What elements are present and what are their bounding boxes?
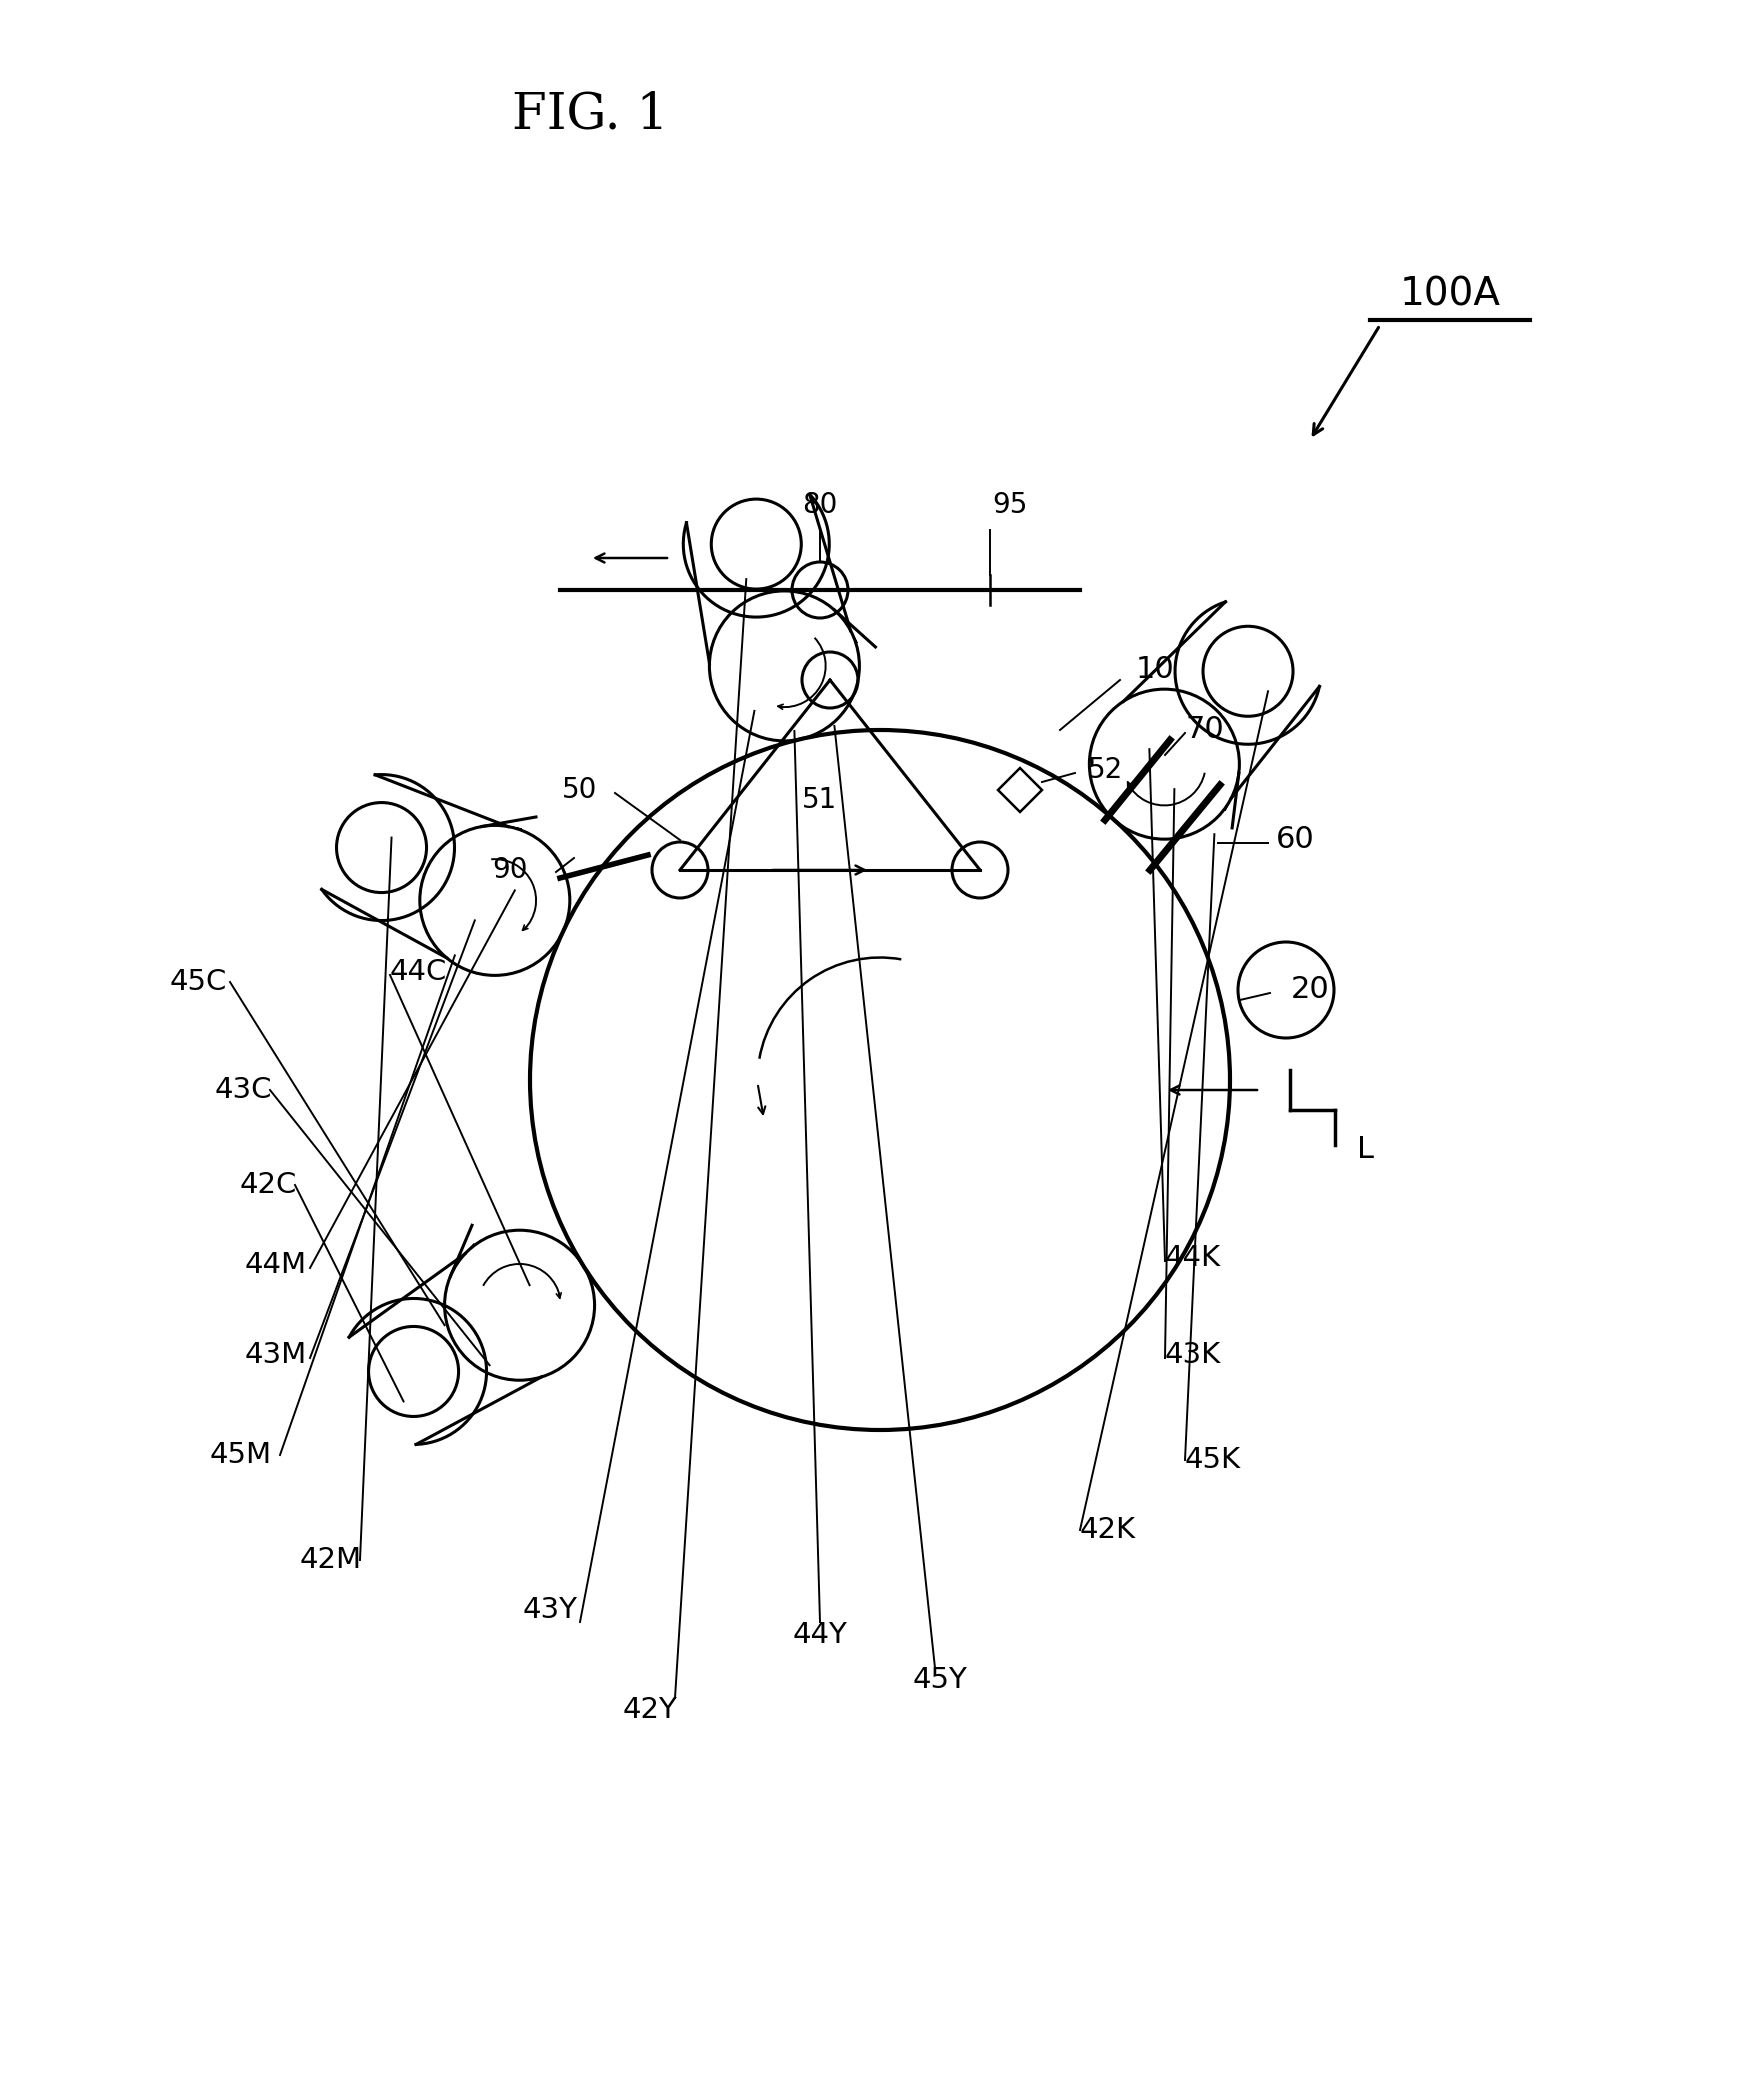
Text: 43Y: 43Y	[523, 1597, 577, 1624]
Text: 43M: 43M	[245, 1341, 308, 1370]
Text: 51: 51	[803, 787, 838, 814]
Text: 42M: 42M	[299, 1546, 363, 1574]
Text: 45K: 45K	[1184, 1446, 1241, 1475]
Text: 100A: 100A	[1399, 277, 1501, 315]
Text: 42C: 42C	[239, 1171, 297, 1198]
Text: 95: 95	[993, 491, 1028, 518]
Text: 52: 52	[1088, 755, 1123, 785]
Text: FIG. 1: FIG. 1	[512, 90, 669, 141]
Text: 45C: 45C	[171, 967, 227, 997]
Text: 44Y: 44Y	[792, 1622, 847, 1649]
Text: 44C: 44C	[391, 959, 447, 986]
Text: 45Y: 45Y	[913, 1666, 968, 1693]
Polygon shape	[456, 1244, 473, 1265]
Text: 90: 90	[493, 856, 528, 883]
Text: 45M: 45M	[209, 1441, 273, 1469]
Text: 43K: 43K	[1165, 1341, 1221, 1370]
Text: 50: 50	[561, 776, 598, 804]
Text: 42Y: 42Y	[623, 1695, 678, 1725]
Text: 44K: 44K	[1165, 1244, 1221, 1271]
Text: 80: 80	[803, 491, 838, 518]
Polygon shape	[1225, 787, 1237, 810]
Text: 43C: 43C	[215, 1076, 273, 1104]
Text: 70: 70	[1186, 715, 1225, 745]
Text: 20: 20	[1290, 976, 1329, 1005]
Text: 42K: 42K	[1081, 1517, 1137, 1544]
Text: 60: 60	[1276, 825, 1315, 854]
Polygon shape	[845, 619, 857, 644]
Text: 10: 10	[1135, 655, 1174, 684]
Text: L: L	[1357, 1135, 1373, 1164]
Text: 44M: 44M	[245, 1250, 308, 1280]
Polygon shape	[495, 825, 521, 829]
